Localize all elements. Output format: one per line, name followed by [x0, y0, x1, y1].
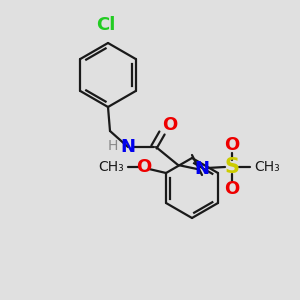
Text: CH₃: CH₃	[254, 160, 280, 174]
Text: O: O	[136, 158, 152, 176]
Text: Cl: Cl	[96, 16, 116, 34]
Text: O: O	[224, 136, 240, 154]
Text: H: H	[108, 139, 118, 153]
Text: O: O	[224, 180, 240, 198]
Text: N: N	[121, 138, 136, 156]
Text: O: O	[162, 116, 178, 134]
Text: S: S	[224, 157, 239, 177]
Text: N: N	[194, 160, 209, 178]
Text: CH₃: CH₃	[98, 160, 124, 174]
